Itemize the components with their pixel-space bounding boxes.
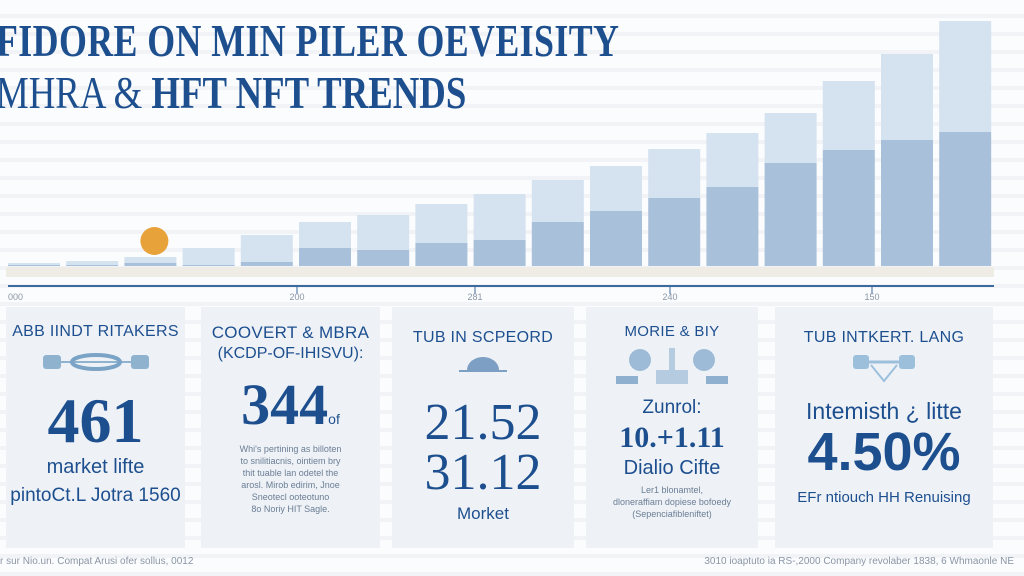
bar-segment-light <box>706 133 759 187</box>
bar-segment-light <box>590 166 642 211</box>
card-heading-2: (KCDP-OF-IHISVU): <box>217 345 364 362</box>
bar-segment-dark <box>299 248 351 266</box>
x-tick-label: 281 <box>467 292 482 302</box>
card-value: 4.50% <box>807 422 961 482</box>
card-label: Morket <box>457 504 509 523</box>
bar-segment-light <box>764 113 817 163</box>
bar-segment-dark <box>415 243 468 266</box>
x-tick-label: 000 <box>8 292 23 302</box>
card-sub: pintoCt.L Jotra 1560 <box>10 485 181 506</box>
bar-segment-light <box>124 257 177 263</box>
stat-card-4: MORIE & BIY Zunrol: 10.+1.11 Dialio Cift… <box>586 307 758 548</box>
chart-baseline-band <box>6 267 994 277</box>
footer-left: r sur Nio.un. Compat Arusi ofer sollus, … <box>0 556 194 567</box>
title-line-1: FIDORE ON MIN PILER OEVEISITY <box>0 15 620 66</box>
gauges-icon <box>616 348 728 384</box>
stat-card-3: TUB IN SCPEORD 21.52 31.12 Morket <box>392 307 574 548</box>
highlight-marker <box>140 227 169 255</box>
bar-segment-light <box>531 180 584 222</box>
bar-segment-dark <box>240 262 293 266</box>
card-value: 21.52 <box>424 394 542 451</box>
card-body-line: Whi's pertining as billoten <box>239 444 342 454</box>
card-body-line: 8o Noriy HIT Sagle. <box>251 504 330 514</box>
dome-icon <box>459 357 507 372</box>
card-heading: MORIE & BIY <box>624 323 720 340</box>
card-label-top: Intemisth ¿ litte <box>806 398 962 424</box>
card-body-line: to snilitiacnis, ointiem bry <box>240 456 341 466</box>
bar-segment-dark <box>939 132 992 266</box>
bar-segment-light <box>66 261 119 265</box>
x-tick-label: 150 <box>864 292 879 302</box>
bar-segment-light <box>648 149 701 198</box>
stat-card-5: TUB INTKERT. LANG Intemisth ¿ litte 4.50… <box>775 307 993 548</box>
bar-segment-dark <box>590 211 642 266</box>
bar-chart: 000 200 281 240 150 <box>6 21 994 302</box>
stat-card-1: ABB IINDT RITAKERS 461 market lifte pint… <box>6 307 185 548</box>
bar-segment-dark <box>881 140 933 266</box>
bridge-icon <box>853 355 915 383</box>
stat-card-2: COOVERT & MBRA (KCDP-OF-IHISVU): 344of W… <box>201 307 380 548</box>
bar-segment-dark <box>706 187 759 266</box>
bar-segment-dark <box>648 198 701 266</box>
card-body-line: dloneraffiam dopiese bofoedy <box>613 497 731 507</box>
card-body-line: arosl. Mirob edirim, Jnoe <box>241 480 340 490</box>
bar-segment-dark <box>473 240 526 266</box>
bar-segment-light <box>182 248 235 265</box>
bar-segment-dark <box>822 150 875 266</box>
card-heading: ABB IINDT RITAKERS <box>12 323 179 340</box>
card-heading: COOVERT & MBRA <box>211 323 370 342</box>
card-label-top: Zunrol: <box>642 397 702 418</box>
card-value: 344 <box>241 372 329 437</box>
card-value-suffix: of <box>328 411 340 427</box>
card-label: EFr ntiouch HH Renuising <box>797 489 971 506</box>
bar-segment-light <box>240 235 293 262</box>
card-label: market lifte <box>46 456 145 478</box>
bar-segment-dark <box>531 222 584 266</box>
bar-segment-light <box>8 263 60 265</box>
card-value: 10.+1.11 <box>619 421 725 454</box>
title-line-2: MHRA & HFT NFT TRENDS <box>0 66 466 119</box>
bar-segment-dark <box>8 265 60 266</box>
connector-icon <box>42 353 149 371</box>
x-tick-label: 240 <box>662 292 677 302</box>
bar-segment-light <box>357 215 410 250</box>
bar-segment-dark <box>66 265 119 266</box>
bar-segment-dark <box>182 265 235 266</box>
title-line-2-bold: HFT NFT TRENDS <box>151 67 467 118</box>
card-value-2: 31.12 <box>424 444 542 501</box>
x-tick-label: 200 <box>289 292 304 302</box>
bar-segment-light <box>299 222 351 248</box>
bar-segment-light <box>415 204 468 243</box>
bar-segment-light <box>881 54 933 140</box>
title-line-2-light: MHRA & <box>0 67 143 118</box>
footer-right: 3010 ioaptuto ia RS-,2000 Company revola… <box>704 556 1014 567</box>
bar-segment-light <box>473 194 526 240</box>
bar-segment-light <box>939 21 992 132</box>
bar-segment-dark <box>764 163 817 266</box>
bar-segment-dark <box>357 250 410 266</box>
bar-segment-light <box>822 81 875 150</box>
card-body-line: (Sepenciafibleniftet) <box>632 509 712 519</box>
card-body-line: Ler1 blonamtel, <box>640 485 704 495</box>
card-body-line: Sneotecl ooteotuno <box>251 492 330 502</box>
card-value: 461 <box>47 385 144 456</box>
card-heading: TUB IN SCPEORD <box>412 329 554 346</box>
card-label: Dialio Cifte <box>623 457 721 479</box>
card-heading: TUB INTKERT. LANG <box>803 329 965 346</box>
card-body-line: thit tuable lan odetel the <box>242 468 339 478</box>
bar-segment-dark <box>124 263 177 266</box>
